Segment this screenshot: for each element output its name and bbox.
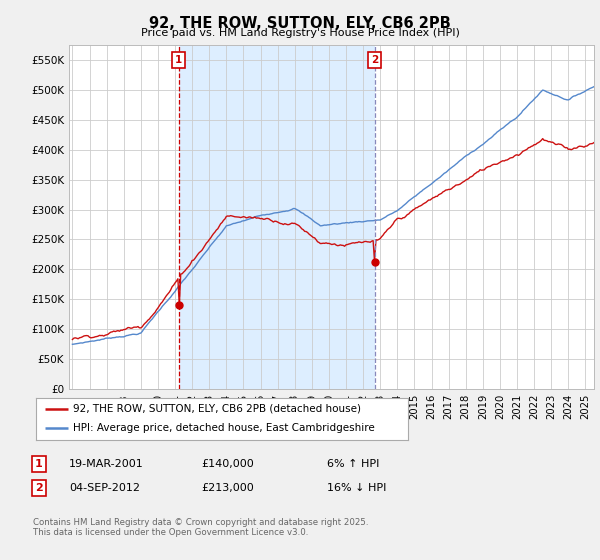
Text: £213,000: £213,000 [201,483,254,493]
Text: 19-MAR-2001: 19-MAR-2001 [69,459,144,469]
Text: 6% ↑ HPI: 6% ↑ HPI [327,459,379,469]
Text: 1: 1 [175,55,182,66]
Text: 1: 1 [35,459,43,469]
Text: 04-SEP-2012: 04-SEP-2012 [69,483,140,493]
Text: 2: 2 [35,483,43,493]
Text: 2: 2 [371,55,378,66]
Text: 92, THE ROW, SUTTON, ELY, CB6 2PB (detached house): 92, THE ROW, SUTTON, ELY, CB6 2PB (detac… [73,404,361,414]
Bar [179,45,374,389]
Text: 92, THE ROW, SUTTON, ELY, CB6 2PB: 92, THE ROW, SUTTON, ELY, CB6 2PB [149,16,451,31]
Text: HPI: Average price, detached house, East Cambridgeshire: HPI: Average price, detached house, East… [73,423,375,433]
Text: 16% ↓ HPI: 16% ↓ HPI [327,483,386,493]
Text: £140,000: £140,000 [201,459,254,469]
Text: Price paid vs. HM Land Registry's House Price Index (HPI): Price paid vs. HM Land Registry's House … [140,28,460,38]
Text: Contains HM Land Registry data © Crown copyright and database right 2025.
This d: Contains HM Land Registry data © Crown c… [33,518,368,538]
